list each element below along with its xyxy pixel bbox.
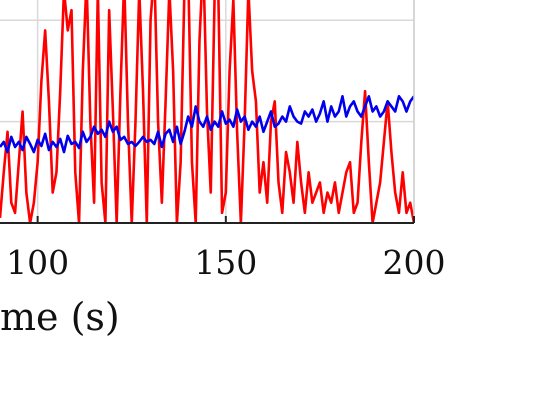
x-tick-label: 200 xyxy=(383,243,446,282)
x-tick-label: 100 xyxy=(6,243,69,282)
blue-series-line xyxy=(0,95,414,154)
x-axis-label: me (s) xyxy=(0,295,120,339)
plot-area xyxy=(0,0,415,224)
x-tick-label: 150 xyxy=(194,243,257,282)
x-tick-labels: 100 150 200 xyxy=(6,243,445,282)
red-series-line xyxy=(0,0,414,223)
